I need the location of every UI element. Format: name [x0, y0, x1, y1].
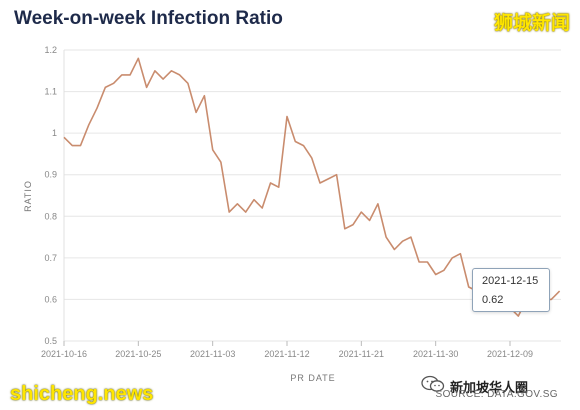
y-tick-label: 1.1: [44, 87, 57, 97]
y-tick-layer: 0.5 0.6 0.7 0.8 0.9 1 1.1 1.2: [44, 45, 57, 346]
x-tick-label: 2021-11-21: [339, 349, 384, 359]
y-tick-label: 0.9: [44, 170, 57, 180]
watermark-wechat-account: 新加坡华人圈: [450, 380, 529, 395]
y-axis-title: RATIO: [23, 180, 33, 212]
data-source: SOURCE: DATA.GOV.SG: [435, 389, 558, 400]
x-tick-label: 2021-10-16: [41, 349, 87, 359]
x-axis-title: PR DATE: [290, 373, 335, 383]
y-tick-label: 0.6: [44, 294, 57, 304]
x-tick-label: 2021-11-30: [413, 349, 458, 359]
data-tooltip: 2021-12-15 0.62: [472, 268, 550, 312]
x-tick-label: 2021-10-25: [115, 349, 161, 359]
x-tick-label: 2021-11-03: [190, 349, 235, 359]
x-tick-label: 2021-11-12: [264, 349, 309, 359]
y-tick-label: 0.5: [44, 336, 57, 346]
y-tick-label: 1: [52, 128, 57, 138]
tooltip-date: 2021-12-15: [482, 275, 539, 287]
watermark-shicheng: shicheng.news: [10, 383, 154, 405]
y-tick-label: 0.7: [44, 253, 57, 263]
y-tick-label: 0.8: [44, 211, 57, 221]
tooltip-value: 0.62: [482, 294, 504, 306]
wechat-icon: [421, 375, 445, 392]
x-tick-layer: 2021-10-16 2021-10-25 2021-11-03 2021-11-12…: [41, 341, 533, 359]
watermark-top: 狮城新闻: [493, 13, 570, 34]
y-tick-label: 1.2: [44, 45, 57, 55]
x-tick-label: 2021-12-09: [487, 349, 533, 359]
chart-title: Week-on-week Infection Ratio: [14, 8, 283, 29]
